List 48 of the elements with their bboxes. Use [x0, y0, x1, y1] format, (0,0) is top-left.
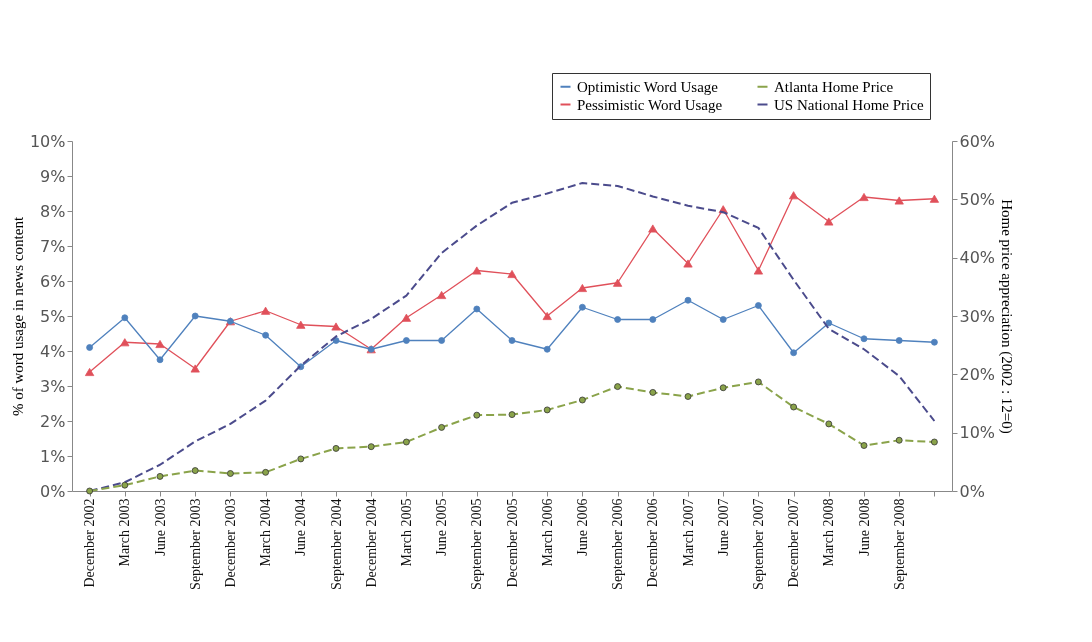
x-tick-label: March 2003: [117, 498, 133, 567]
y-tick-label: 6%: [40, 271, 66, 291]
y-tick-label: 7%: [40, 236, 66, 256]
x-tick-label: December 2002: [82, 498, 98, 588]
x-tick-label: June 2003: [152, 498, 168, 556]
y-tick-label: 0%: [40, 481, 66, 501]
y2-tick-label: 50%: [959, 189, 996, 209]
y2-axis-title: Home price appreciation (2002 : 12=0): [998, 199, 1016, 434]
x-tick-label: September 2004: [328, 498, 344, 590]
x-tick-label: September 2005: [469, 498, 485, 590]
x-tick-label: June 2004: [293, 498, 309, 556]
x-tick-label: September 2003: [187, 498, 203, 590]
x-tick-label: December 2004: [363, 498, 379, 588]
y2-tick-label: 20%: [959, 364, 996, 384]
y-tick-label: 4%: [40, 341, 66, 361]
x-tick-label: December 2007: [786, 498, 802, 588]
y2-tick-label: 30%: [959, 306, 996, 326]
x-tick-label: September 2008: [891, 498, 907, 590]
y2-tick-label: 0%: [959, 481, 985, 501]
y-tick-label: 3%: [40, 376, 66, 396]
y-tick-label: 5%: [40, 306, 66, 326]
y2-tick-label: 60%: [959, 131, 996, 151]
y-tick-label: 2%: [40, 411, 66, 431]
x-tick-label: March 2006: [539, 498, 555, 567]
legend-label: Optimistic Word Usage: [577, 78, 719, 95]
y2-tick-label: 10%: [959, 423, 996, 443]
y-tick-label: 9%: [40, 166, 66, 186]
x-tick-label: June 2008: [856, 498, 872, 556]
x-tick-label: March 2008: [821, 498, 837, 567]
y-tick-label: 1%: [40, 446, 66, 466]
y-axis-title: % of word usage in news content: [9, 216, 26, 417]
y-tick-label: 8%: [40, 201, 66, 221]
y-tick-label: 10%: [29, 131, 66, 151]
x-tick-label: September 2006: [610, 498, 626, 590]
x-tick-label: March 2007: [680, 498, 696, 567]
x-tick-label: March 2004: [258, 498, 274, 567]
x-tick-label: December 2006: [645, 498, 661, 588]
y2-tick-label: 40%: [959, 248, 996, 268]
legend-label: Atlanta Home Price: [774, 78, 894, 95]
x-tick-label: June 2006: [574, 498, 590, 556]
x-tick-label: December 2005: [504, 498, 520, 588]
x-tick-label: September 2007: [750, 498, 766, 590]
x-tick-label: June 2005: [434, 498, 450, 556]
x-tick-label: March 2005: [398, 498, 414, 567]
x-tick-label: December 2003: [222, 498, 238, 588]
legend-label: US National Home Price: [774, 96, 924, 113]
legend-label: Pessimistic Word Usage: [577, 96, 723, 113]
x-tick-label: June 2007: [715, 498, 731, 556]
